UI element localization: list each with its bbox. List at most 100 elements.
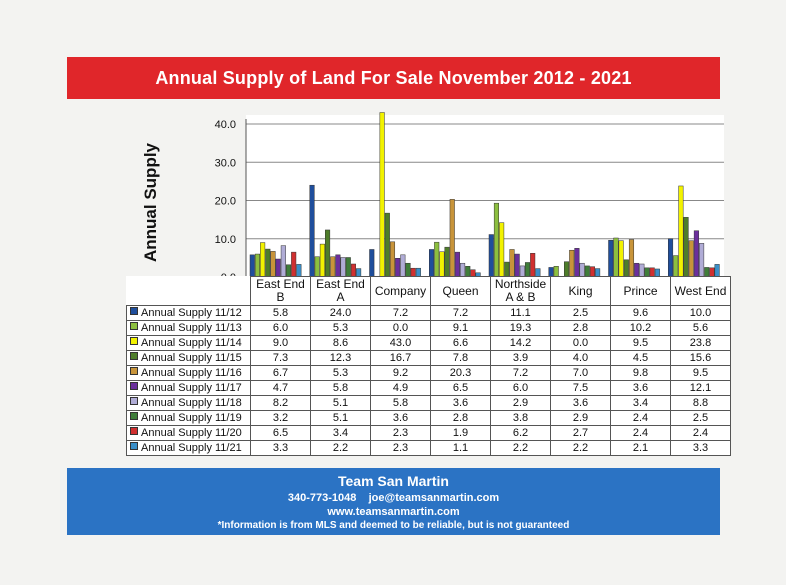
- table-cell: 2.8: [430, 410, 491, 426]
- series-label: Annual Supply 11/20: [126, 425, 251, 441]
- table-cell: 0.0: [550, 335, 611, 351]
- table-cell: 5.3: [310, 365, 371, 381]
- table-cell: 2.9: [490, 395, 551, 411]
- bar: [460, 262, 466, 278]
- table-row: Annual Supply 11/16 6.7 5.3 9.2 20.3 7.2 7.0 9.…: [126, 365, 731, 381]
- bar: [514, 253, 520, 278]
- footer: Team San Martin 340-773-1048 joe@teamsan…: [67, 468, 720, 535]
- legend-key: [130, 412, 138, 420]
- legend-key: [130, 352, 138, 360]
- table-cell: 4.5: [610, 350, 671, 366]
- table-cell: 2.4: [670, 425, 731, 441]
- plot-area: [246, 115, 724, 277]
- series-label: Annual Supply 11/17: [126, 380, 251, 396]
- bar: [488, 234, 494, 278]
- bar: [314, 256, 320, 278]
- bar: [265, 248, 271, 278]
- bar: [493, 202, 499, 278]
- table-cell: 2.2: [490, 440, 551, 456]
- disclaimer: *Information is from MLS and deemed to b…: [217, 520, 570, 531]
- bar: [608, 240, 614, 278]
- category-label: Queen: [430, 276, 491, 306]
- bar: [429, 249, 435, 278]
- table-cell: 5.1: [310, 395, 371, 411]
- table-cell: 6.6: [430, 335, 491, 351]
- bar: [623, 259, 629, 278]
- table-cell: 5.8: [250, 305, 311, 321]
- table-cell: 3.6: [370, 410, 431, 426]
- table-cell: 9.6: [610, 305, 671, 321]
- table-cell: 6.0: [250, 320, 311, 336]
- bar: [509, 249, 515, 278]
- table-cell: 5.6: [670, 320, 731, 336]
- table-cell: 7.5: [550, 380, 611, 396]
- table-row: Annual Supply 11/13 6.0 5.3 0.0 9.1 19.3 2.8 10…: [126, 320, 731, 336]
- series-label: Annual Supply 11/15: [126, 350, 251, 366]
- table-cell: 10.0: [670, 305, 731, 321]
- table-cell: 10.2: [610, 320, 671, 336]
- bar: [530, 253, 536, 278]
- table-row: Annual Supply 11/12 5.8 24.0 7.2 7.2 11.1 2.5 9…: [126, 305, 731, 321]
- table-corner: [127, 277, 251, 306]
- table-cell: 14.2: [490, 335, 551, 351]
- bar: [389, 241, 396, 278]
- table-cell: 3.2: [250, 410, 311, 426]
- bar: [628, 239, 635, 278]
- bar: [683, 217, 689, 278]
- bar: [634, 262, 640, 278]
- table-cell: 24.0: [310, 305, 371, 321]
- table-cell: 2.7: [550, 425, 611, 441]
- table-cell: 9.2: [370, 365, 431, 381]
- table-cell: 1.9: [430, 425, 491, 441]
- table-row: Annual Supply 11/14 9.0 8.6 43.0 6.6 14.2 0.0 9…: [126, 335, 731, 351]
- table-cell: 5.3: [310, 320, 371, 336]
- table-row: Annual Supply 11/21 3.3 2.2 2.3 1.1 2.2 2.2 2.1…: [126, 440, 731, 456]
- table-row: Annual Supply 11/17 4.7 5.8 4.9 6.5 6.0 7.5 3.6…: [126, 380, 731, 396]
- bar: [405, 262, 411, 278]
- legend-key: [130, 427, 138, 435]
- table-header-row: East End B East End A Company Queen Northside A…: [127, 276, 731, 306]
- bar: [673, 255, 679, 278]
- series-label: Annual Supply 11/14: [126, 335, 251, 351]
- bar: [444, 246, 450, 278]
- bar: [613, 237, 619, 278]
- table-cell: 3.6: [430, 395, 491, 411]
- table-cell: 7.2: [430, 305, 491, 321]
- table-cell: 4.0: [550, 350, 611, 366]
- table-cell: 3.4: [310, 425, 371, 441]
- table-cell: 8.2: [250, 395, 311, 411]
- legend-key: [130, 307, 138, 315]
- bar: [564, 261, 570, 278]
- bar: [369, 249, 375, 278]
- table-cell: 5.8: [310, 380, 371, 396]
- legend-key: [130, 367, 138, 375]
- bar: [345, 257, 351, 278]
- category-label: Prince: [610, 276, 671, 306]
- table-cell: 23.8: [670, 335, 731, 351]
- legend-key: [130, 322, 138, 330]
- chart-title: Annual Supply of Land For Sale November …: [67, 57, 720, 99]
- table-row: Annual Supply 11/20 6.5 3.4 2.3 1.9 6.2 2.7 2.4…: [126, 425, 731, 441]
- bar: [335, 254, 341, 278]
- bar: [449, 199, 455, 278]
- table-cell: 43.0: [370, 335, 431, 351]
- bar: [330, 256, 336, 278]
- bar: [434, 241, 440, 278]
- table-cell: 6.5: [430, 380, 491, 396]
- table-cell: 12.1: [670, 380, 731, 396]
- table-cell: 5.1: [310, 410, 371, 426]
- table-cell: 9.5: [610, 335, 671, 351]
- table-cell: 7.2: [370, 305, 431, 321]
- legend-key: [130, 397, 138, 405]
- legend-key: [130, 337, 138, 345]
- bar: [524, 262, 531, 278]
- phone: 340-773-1048: [287, 492, 357, 504]
- bar: [400, 254, 406, 278]
- bar: [499, 222, 505, 278]
- bar: [618, 240, 624, 278]
- table-cell: 20.3: [430, 365, 491, 381]
- bar: [569, 249, 575, 278]
- table-cell: 8.8: [670, 395, 731, 411]
- table-cell: 3.6: [610, 380, 671, 396]
